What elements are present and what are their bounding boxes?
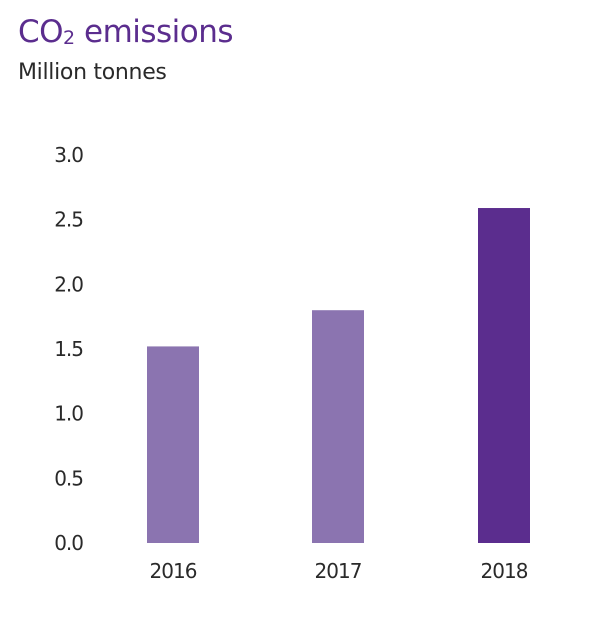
y-tick-label: 1.0 bbox=[54, 402, 83, 426]
title-rest: emissions bbox=[74, 14, 234, 50]
y-tick-label: 1.5 bbox=[54, 337, 83, 361]
title-text: CO bbox=[18, 14, 64, 50]
bar-2018 bbox=[478, 208, 530, 543]
y-tick-label: 3.0 bbox=[54, 143, 83, 167]
x-tick-label: 2018 bbox=[481, 559, 528, 583]
y-tick-label: 2.0 bbox=[54, 272, 83, 296]
y-tick-label: 0.0 bbox=[54, 531, 83, 555]
x-tick-label: 2017 bbox=[315, 559, 362, 583]
x-tick-label: 2016 bbox=[150, 559, 197, 583]
bar-2016 bbox=[147, 346, 199, 543]
y-tick-label: 2.5 bbox=[54, 208, 83, 232]
bar-2017 bbox=[312, 310, 364, 543]
title-subscript: 2 bbox=[63, 27, 75, 49]
chart-title: CO2 emissions bbox=[18, 14, 234, 50]
y-tick-label: 0.5 bbox=[54, 466, 83, 490]
chart-subtitle: Million tonnes bbox=[18, 60, 167, 85]
